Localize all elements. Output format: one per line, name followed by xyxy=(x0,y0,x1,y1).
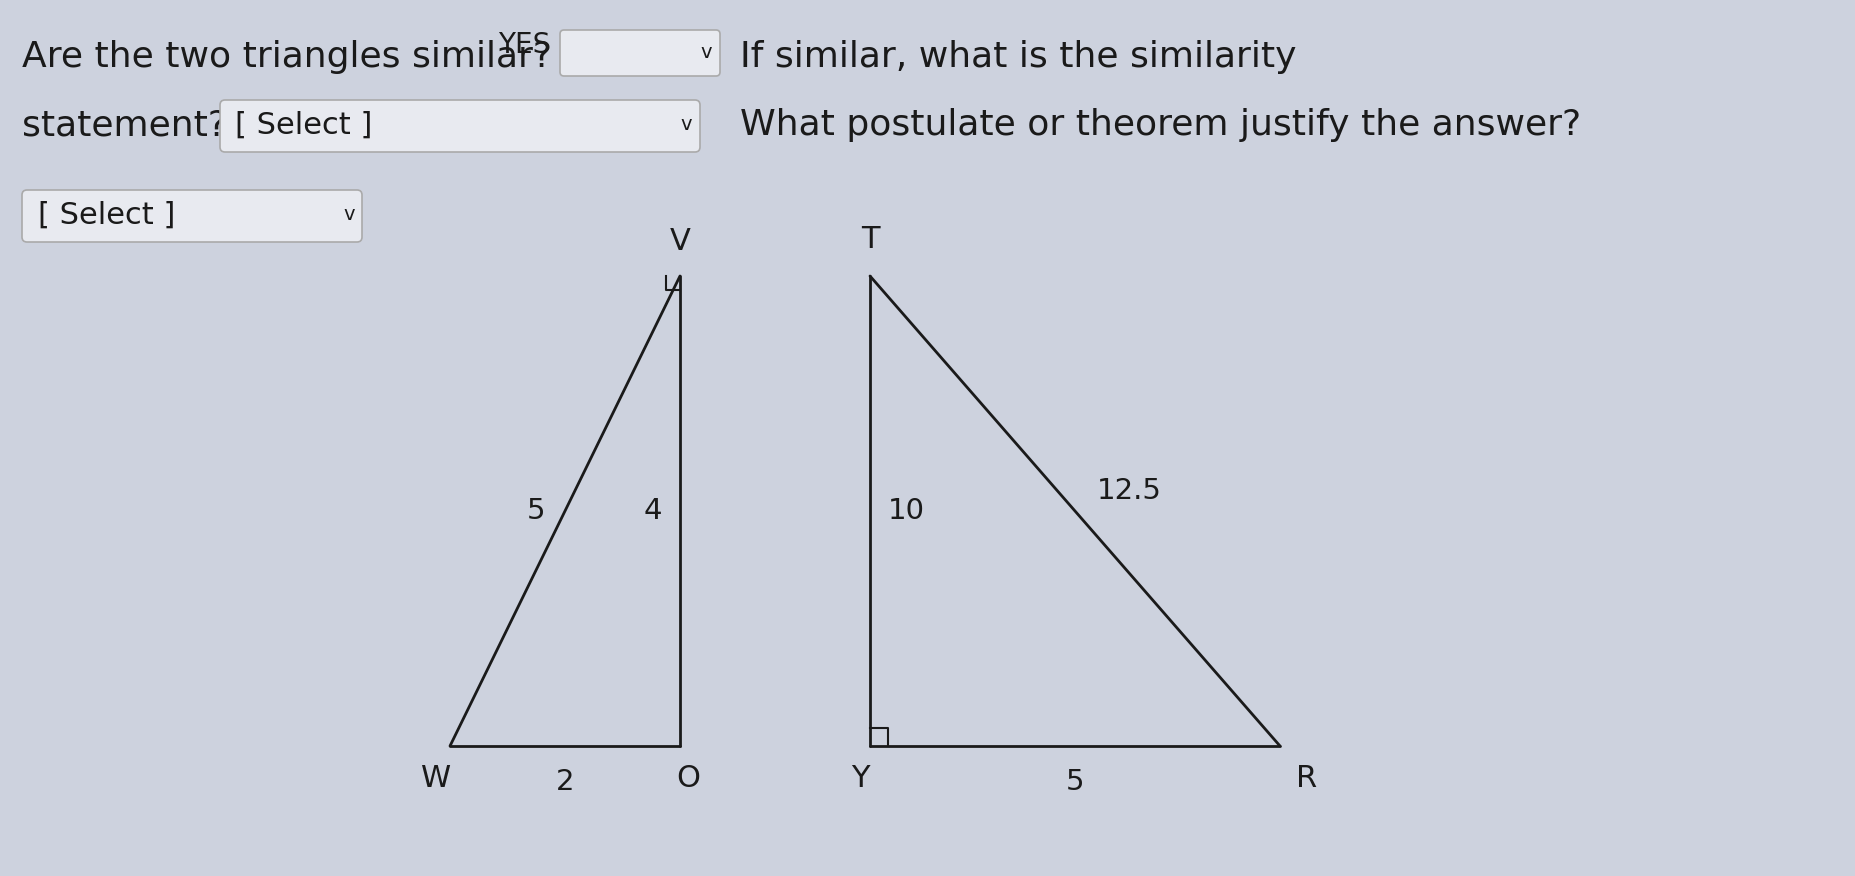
Text: W: W xyxy=(421,764,451,793)
FancyBboxPatch shape xyxy=(560,30,720,76)
Text: 2: 2 xyxy=(555,768,573,796)
Text: V: V xyxy=(670,227,690,256)
Text: v: v xyxy=(699,44,712,62)
Text: R: R xyxy=(1295,764,1317,793)
Text: statement?: statement? xyxy=(22,108,226,142)
Text: What postulate or theorem justify the answer?: What postulate or theorem justify the an… xyxy=(740,108,1580,142)
Text: 12.5: 12.5 xyxy=(1096,477,1161,505)
Text: T: T xyxy=(861,225,879,254)
FancyBboxPatch shape xyxy=(221,100,699,152)
Text: O: O xyxy=(675,764,699,793)
Text: 4: 4 xyxy=(644,497,662,525)
FancyBboxPatch shape xyxy=(22,190,362,242)
Text: 10: 10 xyxy=(887,497,924,525)
Text: v: v xyxy=(681,116,692,135)
Text: Y: Y xyxy=(850,764,868,793)
Text: [ Select ]: [ Select ] xyxy=(37,201,174,230)
Text: YES: YES xyxy=(497,31,549,59)
Text: [ Select ]: [ Select ] xyxy=(236,110,373,139)
Text: v: v xyxy=(343,206,354,224)
Text: 5: 5 xyxy=(527,497,545,525)
Text: Are the two triangles similar?: Are the two triangles similar? xyxy=(22,40,551,74)
Text: 5: 5 xyxy=(1065,768,1083,796)
Text: If similar, what is the similarity: If similar, what is the similarity xyxy=(740,40,1297,74)
